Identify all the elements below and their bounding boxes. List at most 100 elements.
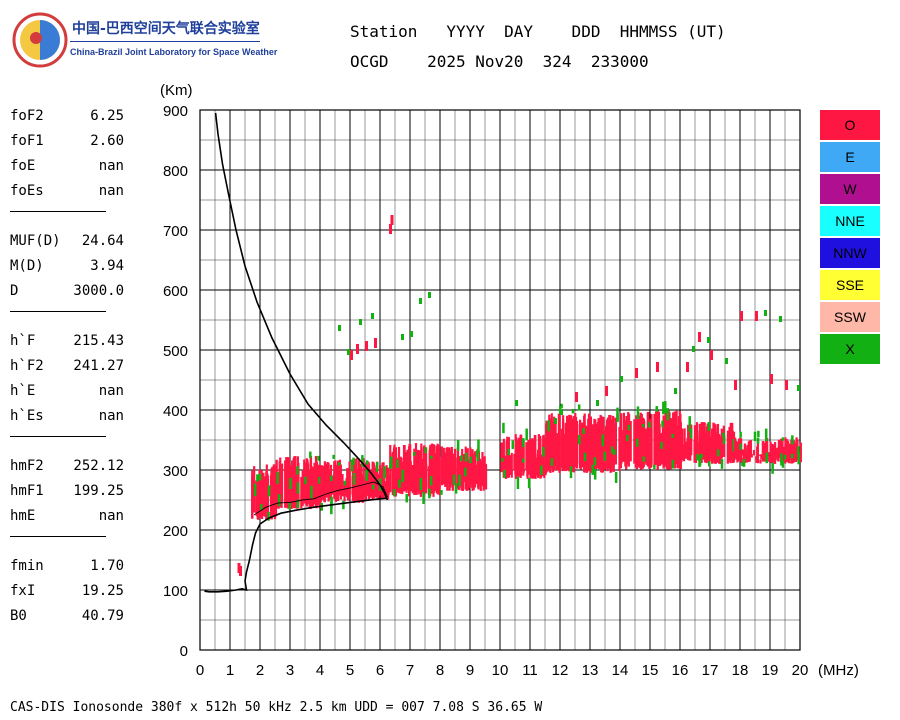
x-trace-mark — [412, 451, 416, 456]
x-trace-mark — [393, 489, 396, 497]
y-tick-label: 600 — [163, 283, 188, 300]
o-trace-mark — [784, 448, 787, 456]
x-trace-mark — [707, 461, 711, 467]
o-scatter-point — [686, 362, 689, 372]
o-trace-mark — [409, 461, 412, 492]
legend-item-nnw: NNW — [820, 238, 880, 268]
o-trace-mark — [735, 440, 738, 458]
o-trace-mark — [687, 424, 690, 461]
x-trace-mark — [582, 428, 585, 435]
o-trace-mark — [764, 458, 767, 462]
x-trace-mark — [655, 406, 659, 412]
param-label: fxI — [10, 583, 36, 599]
x-scatter-point — [359, 319, 362, 325]
x-trace-mark — [352, 472, 356, 485]
o-trace-mark — [339, 464, 342, 500]
x-trace-mark — [332, 454, 335, 459]
x-trace-mark — [330, 496, 333, 508]
x-scatter-point — [515, 400, 518, 406]
o-trace-mark — [689, 424, 692, 461]
echo-traces — [237, 215, 802, 576]
o-trace-mark — [509, 455, 512, 476]
o-trace-mark — [273, 476, 277, 520]
o-trace-mark — [429, 453, 432, 494]
o-trace-mark — [592, 429, 596, 465]
o-trace-mark — [261, 483, 264, 520]
o-trace-mark — [325, 463, 328, 495]
x-trace-mark — [671, 459, 675, 469]
o-trace-mark — [718, 435, 721, 461]
o-trace-mark — [355, 475, 358, 501]
x-trace-mark — [422, 491, 425, 505]
x-trace-mark — [256, 474, 259, 482]
x-trace-mark — [593, 468, 597, 480]
axis-ticks: 0 1 2 3 4 5 6 7 8 9 10 11 12 13 14 15 16 17 18 19 2001002003… — [163, 103, 808, 679]
o-trace-mark — [396, 457, 399, 492]
x-trace-mark — [401, 469, 404, 483]
x-trace-mark — [405, 494, 408, 503]
x-scatter-point — [347, 349, 350, 355]
o-trace-mark — [746, 444, 749, 461]
x-trace-mark — [503, 469, 506, 478]
o-trace-mark — [280, 478, 283, 508]
lab-logo: 中国-巴西空间天气联合实验室 China-Brazil Joint Labora… — [12, 12, 277, 72]
o-trace-mark — [421, 458, 424, 494]
x-trace-mark — [277, 494, 281, 507]
o-trace-mark — [438, 458, 441, 496]
o-trace-mark — [473, 457, 476, 488]
o-trace-mark — [563, 433, 566, 471]
o-scatter-point — [740, 311, 743, 321]
o-trace-mark — [588, 418, 591, 467]
x-trace-mark — [765, 452, 769, 464]
x-trace-mark — [458, 474, 461, 487]
y-tick-label: 400 — [163, 403, 188, 420]
o-trace-mark — [395, 460, 398, 494]
x-tick-label: 11 — [522, 662, 538, 679]
o-trace-mark — [517, 453, 520, 473]
o-trace-mark — [696, 431, 699, 457]
x-trace-mark — [430, 455, 433, 459]
o-trace-mark — [329, 469, 332, 498]
o-scatter-point — [710, 350, 713, 360]
y-tick-label: 800 — [163, 163, 188, 180]
o-trace-mark — [666, 422, 670, 468]
o-trace-line — [253, 481, 388, 516]
header-values: OCGD 2025 Nov20 324 233000 — [350, 52, 649, 71]
o-trace-mark — [794, 456, 797, 462]
x-tick-label: 10 — [492, 662, 509, 679]
o-trace-mark — [738, 438, 741, 456]
o-trace-mark — [296, 456, 299, 501]
x-trace-mark — [753, 431, 757, 442]
o-trace-mark — [407, 446, 411, 497]
o-scatter-point — [365, 341, 368, 351]
x-trace-mark — [797, 446, 800, 456]
o-trace-mark — [309, 461, 313, 509]
logo-chinese-text: 中国-巴西空间天气联合实验室 — [72, 21, 260, 37]
o-trace-mark — [668, 425, 671, 463]
o-trace-mark — [779, 438, 783, 463]
x-scatter-point — [764, 310, 767, 316]
y-tick-label: 0 — [180, 643, 188, 660]
x-trace-mark — [527, 478, 531, 489]
o-trace-mark — [594, 431, 598, 470]
x-trace-mark — [540, 465, 543, 475]
o-trace-mark — [664, 412, 667, 464]
x-trace-mark — [396, 459, 399, 468]
x-trace-mark — [700, 453, 703, 459]
x-scatter-point — [779, 316, 782, 322]
o-trace-mark — [755, 456, 758, 460]
x-scatter-point — [419, 298, 422, 304]
o-trace-mark — [784, 457, 787, 464]
param-value: 24.64 — [81, 233, 124, 249]
o-trace-mark — [292, 472, 295, 508]
o-trace-mark — [385, 465, 388, 499]
x-trace-mark — [464, 467, 467, 477]
o-trace-mark — [792, 441, 795, 456]
o-trace-mark — [683, 428, 686, 458]
o-trace-mark — [306, 470, 309, 502]
x-trace-mark — [636, 438, 639, 447]
x-axis-label: (MHz) — [818, 662, 859, 679]
x-trace-mark — [452, 474, 456, 485]
o-trace-mark — [744, 443, 747, 463]
param-value: 2.60 — [90, 133, 124, 149]
